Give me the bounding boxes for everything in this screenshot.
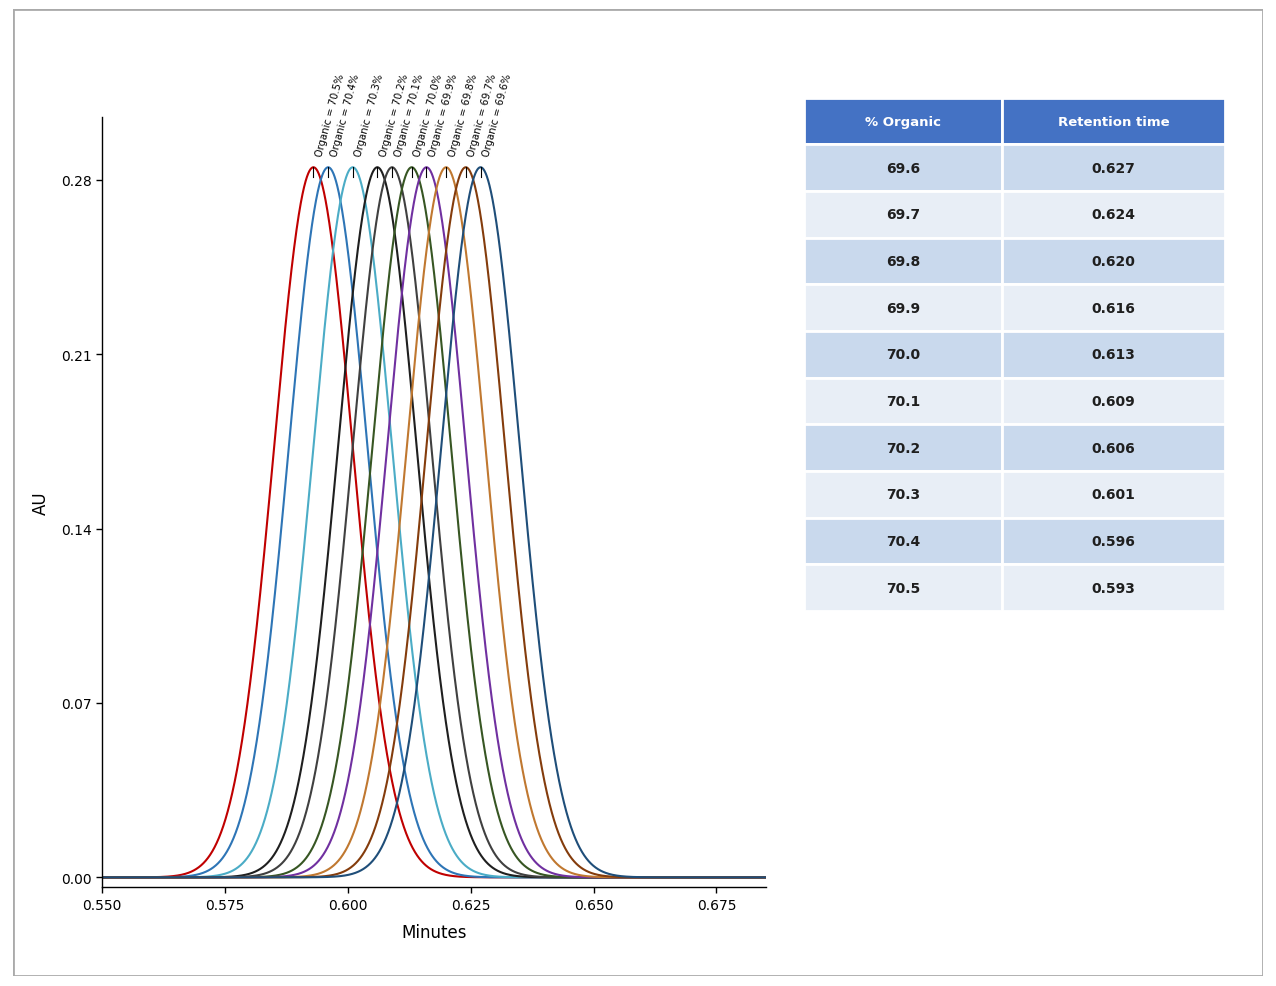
Text: 69.6: 69.6 [886, 162, 920, 176]
Bar [1002, 518, 1225, 565]
Text: 0.627: 0.627 [1091, 162, 1136, 176]
Bar [804, 331, 1002, 379]
Y-axis label: AU: AU [32, 491, 50, 515]
X-axis label: Minutes: Minutes [401, 923, 467, 941]
Text: 70.1: 70.1 [886, 394, 920, 408]
Text: Organic = 70.3%: Organic = 70.3% [353, 73, 385, 158]
Text: Retention time: Retention time [1058, 115, 1169, 128]
Bar [1002, 99, 1225, 145]
Bar [1002, 379, 1225, 425]
Text: 70.0: 70.0 [886, 348, 920, 362]
Text: 0.606: 0.606 [1091, 441, 1136, 456]
Bar [1002, 145, 1225, 192]
Bar [804, 239, 1002, 285]
Bar [1002, 565, 1225, 611]
Text: 0.609: 0.609 [1091, 394, 1136, 408]
Bar [804, 565, 1002, 611]
Bar [804, 285, 1002, 331]
Bar [1002, 471, 1225, 518]
Bar [804, 425, 1002, 471]
Text: Organic = 70.2%: Organic = 70.2% [378, 73, 410, 158]
Bar [1002, 239, 1225, 285]
Text: % Organic: % Organic [865, 115, 940, 128]
Bar [804, 471, 1002, 518]
Text: Organic = 70.5%: Organic = 70.5% [314, 73, 346, 158]
Text: 69.8: 69.8 [886, 254, 920, 269]
Text: 70.5: 70.5 [886, 581, 920, 595]
Bar [804, 192, 1002, 239]
Text: 70.2: 70.2 [886, 441, 920, 456]
Text: Organic = 70.4%: Organic = 70.4% [329, 73, 361, 158]
Text: Organic = 69.8%: Organic = 69.8% [447, 73, 478, 158]
Text: Organic = 69.9%: Organic = 69.9% [427, 73, 459, 158]
Text: 0.616: 0.616 [1091, 302, 1136, 316]
Text: Organic = 69.7%: Organic = 69.7% [467, 73, 499, 158]
Bar [1002, 331, 1225, 379]
Bar [804, 518, 1002, 565]
Text: 0.593: 0.593 [1091, 581, 1136, 595]
Bar [1002, 285, 1225, 331]
Text: 0.613: 0.613 [1091, 348, 1136, 362]
Text: 0.624: 0.624 [1091, 208, 1136, 222]
Text: 0.620: 0.620 [1091, 254, 1136, 269]
Text: 69.7: 69.7 [886, 208, 920, 222]
Bar [804, 99, 1002, 145]
Text: 0.596: 0.596 [1091, 534, 1136, 548]
Bar [804, 379, 1002, 425]
Text: Organic = 69.6%: Organic = 69.6% [481, 73, 513, 158]
Bar [1002, 425, 1225, 471]
Text: 70.3: 70.3 [886, 488, 920, 502]
Text: 0.601: 0.601 [1091, 488, 1136, 502]
Text: 70.4: 70.4 [886, 534, 920, 548]
Text: 69.9: 69.9 [886, 302, 920, 316]
Text: Organic = 70.0%: Organic = 70.0% [412, 73, 444, 158]
Bar [804, 145, 1002, 192]
Bar [1002, 192, 1225, 239]
Text: Organic = 70.1%: Organic = 70.1% [393, 73, 425, 158]
